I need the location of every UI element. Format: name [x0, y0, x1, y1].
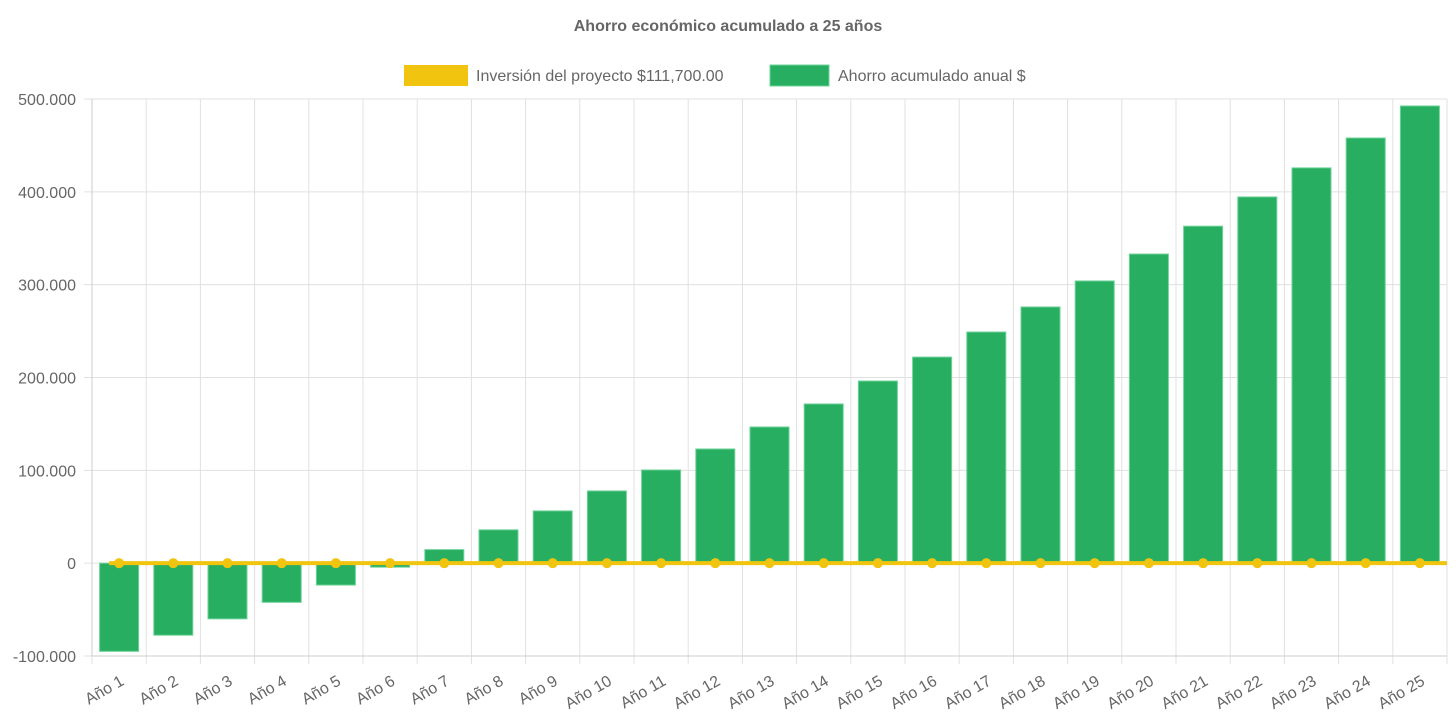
investment-point-24	[1360, 558, 1371, 569]
x-tick-label: Año 22	[1213, 673, 1266, 713]
legend: Inversión del proyecto $111,700.00 Ahorr…	[404, 64, 1026, 87]
x-tick-label: Año 25	[1375, 673, 1428, 713]
y-tick-label: 100.000	[18, 463, 76, 480]
bar-24	[1345, 137, 1386, 564]
legend-item-investment[interactable]: Inversión del proyecto $111,700.00	[404, 65, 724, 86]
bar-11	[641, 469, 682, 564]
investment-point-21	[1198, 558, 1209, 569]
x-tick-label: Año 24	[1321, 673, 1374, 713]
investment-point-7	[439, 558, 450, 569]
investment-point-8	[493, 558, 504, 569]
investment-point-5	[330, 558, 341, 569]
investment-point-18	[1035, 558, 1046, 569]
legend-item-savings[interactable]: Ahorro acumulado anual $	[769, 64, 1026, 87]
bar-16	[912, 356, 953, 564]
y-tick-label: 500.000	[18, 92, 76, 109]
x-tick-label: Año 7	[408, 673, 453, 709]
investment-point-13	[764, 558, 775, 569]
x-tick-label: Año 8	[462, 673, 507, 709]
x-tick-label: Año 1	[82, 673, 127, 709]
bar-17	[966, 331, 1007, 564]
investment-point-2	[168, 558, 179, 569]
x-tick-label: Año 11	[618, 673, 669, 713]
bar-21	[1183, 225, 1224, 564]
x-tick-label: Año 21	[1159, 673, 1212, 713]
legend-label-investment: Inversión del proyecto $111,700.00	[476, 68, 724, 85]
bar-23	[1291, 167, 1332, 564]
x-tick-label: Año 19	[1050, 673, 1103, 713]
investment-point-16	[927, 558, 938, 569]
bar-1	[99, 562, 140, 652]
x-tick-label: Año 13	[725, 673, 778, 713]
x-tick-label: Año 4	[245, 673, 290, 709]
bar-9	[532, 510, 573, 564]
bar-12	[695, 448, 736, 564]
bar-22	[1237, 196, 1278, 564]
x-tick-label: Año 5	[299, 673, 344, 709]
investment-point-4	[276, 558, 287, 569]
bar-20	[1128, 253, 1169, 564]
legend-swatch-savings	[769, 64, 830, 87]
x-tick-label: Año 14	[779, 673, 832, 713]
bar-14	[803, 403, 844, 564]
investment-point-20	[1143, 558, 1154, 569]
investment-point-3	[222, 558, 233, 569]
y-tick-label: 200.000	[18, 371, 76, 388]
bar-25	[1399, 105, 1440, 564]
legend-swatch-investment	[404, 65, 468, 86]
x-tick-label: Año 9	[516, 673, 561, 709]
investment-point-1	[114, 558, 125, 569]
x-tick-label: Año 6	[353, 673, 398, 709]
y-tick-label: 300.000	[18, 278, 76, 295]
x-tick-label: Año 15	[833, 673, 886, 713]
investment-point-11	[656, 558, 667, 569]
investment-point-25	[1414, 558, 1425, 569]
x-tick-label: Año 2	[137, 673, 182, 709]
chart-title: Ahorro económico acumulado a 25 años	[574, 18, 883, 35]
x-tick-label: Año 20	[1104, 673, 1157, 713]
investment-point-9	[547, 558, 558, 569]
x-tick-label: Año 3	[191, 673, 236, 709]
x-tick-label: Año 12	[671, 673, 724, 713]
bar-18	[1020, 306, 1061, 564]
investment-point-12	[710, 558, 721, 569]
investment-point-14	[818, 558, 829, 569]
bar-13	[749, 426, 790, 564]
bar-10	[586, 490, 627, 564]
x-tick-label: Año 10	[562, 673, 615, 713]
x-tick-label: Año 16	[888, 673, 941, 713]
bar-19	[1074, 280, 1115, 564]
investment-point-19	[1089, 558, 1100, 569]
investment-point-15	[872, 558, 883, 569]
legend-label-savings: Ahorro acumulado anual $	[838, 68, 1026, 85]
bar-2	[153, 562, 194, 636]
investment-point-6	[385, 558, 396, 569]
x-tick-label: Año 18	[996, 673, 1049, 713]
y-tick-label: 0	[67, 556, 76, 573]
investment-point-22	[1252, 558, 1263, 569]
bar-4	[261, 562, 302, 603]
y-tick-label: 400.000	[18, 185, 76, 202]
investment-point-10	[601, 558, 612, 569]
bar-3	[207, 562, 248, 620]
bar-15	[857, 380, 898, 564]
y-tick-label: -100.000	[13, 649, 76, 666]
investment-point-23	[1306, 558, 1317, 569]
investment-point-17	[981, 558, 992, 569]
x-tick-label: Año 17	[942, 673, 995, 713]
x-tick-label: Año 23	[1267, 673, 1320, 713]
